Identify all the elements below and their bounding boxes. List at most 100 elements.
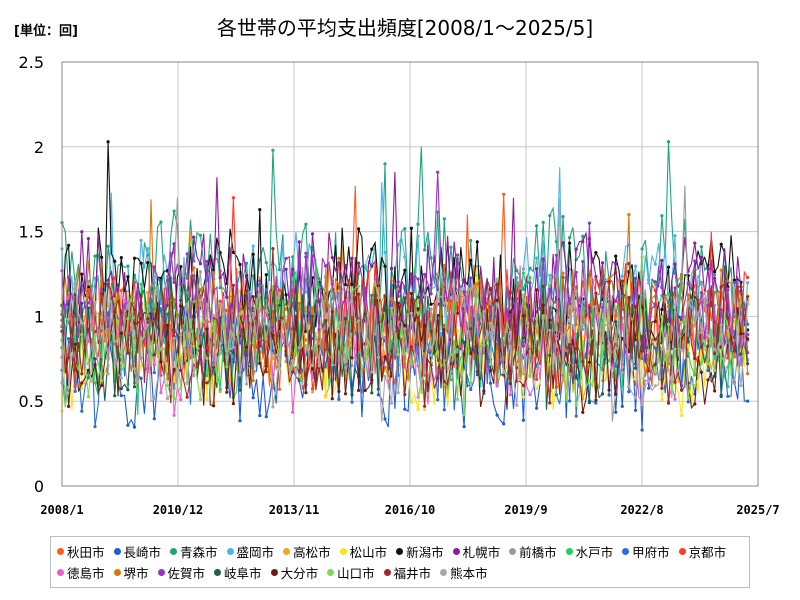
data-point [607, 393, 611, 397]
data-point [330, 397, 334, 401]
data-point [409, 362, 413, 366]
data-point [396, 243, 400, 247]
data-point [403, 327, 407, 331]
data-point [376, 393, 380, 397]
legend-label: 岐阜市 [224, 566, 262, 581]
data-point [528, 319, 532, 323]
data-point [304, 251, 308, 255]
data-point [620, 404, 624, 408]
data-point [508, 332, 512, 336]
data-point [594, 342, 598, 347]
legend-swatch [57, 569, 64, 576]
data-point [614, 392, 618, 396]
data-point [264, 273, 268, 277]
data-point [139, 376, 143, 380]
data-point [633, 377, 638, 381]
data-point [633, 264, 638, 268]
legend-label: 堺市 [123, 566, 149, 581]
data-point [172, 413, 176, 417]
data-point [541, 220, 545, 225]
data-point [416, 408, 420, 412]
data-point [429, 346, 433, 351]
data-point [719, 323, 723, 327]
data-point [528, 281, 532, 285]
data-point [310, 367, 315, 371]
data-point [324, 319, 328, 323]
data-point [357, 292, 361, 296]
data-point [706, 333, 710, 337]
data-point [343, 369, 348, 373]
data-point [614, 320, 618, 324]
data-point [390, 266, 394, 270]
data-point [383, 374, 387, 378]
data-point [350, 282, 354, 286]
data-point [627, 390, 631, 394]
data-point [528, 373, 532, 377]
data-point [699, 370, 704, 374]
data-point [693, 290, 697, 294]
data-point [455, 289, 460, 293]
data-point [383, 355, 387, 359]
data-point [521, 336, 526, 340]
legend-swatch [622, 548, 630, 555]
data-point [119, 331, 123, 335]
data-point [653, 363, 657, 367]
data-point [330, 282, 334, 286]
data-point [390, 401, 394, 405]
data-point [139, 342, 143, 346]
data-point [495, 378, 499, 382]
plot-area [61, 61, 759, 487]
data-point [363, 312, 367, 316]
data-point [409, 345, 413, 349]
data-point [660, 307, 664, 312]
series-福井市 [60, 247, 750, 408]
data-point [653, 372, 657, 376]
data-point [581, 320, 585, 324]
data-point [548, 213, 552, 218]
data-point [528, 393, 532, 397]
data-point [198, 333, 202, 337]
data-point [277, 353, 282, 357]
data-point [449, 352, 453, 356]
data-point [310, 232, 315, 236]
data-point [548, 353, 552, 357]
data-point [600, 355, 605, 359]
data-point [574, 414, 578, 418]
data-point [726, 394, 730, 398]
x-axis-ticks: 2008/1 2010/12 2013/11 2016/10 2019/9 2022/8 2… [40, 503, 779, 517]
data-point [686, 300, 690, 304]
data-point [258, 279, 262, 283]
legend-item: 福井市 [383, 563, 431, 582]
x-tick-label: 2013/11 [269, 503, 320, 517]
data-point [390, 296, 394, 300]
data-point [172, 336, 176, 340]
data-point [653, 346, 657, 350]
data-point [245, 345, 249, 349]
data-point [192, 315, 196, 319]
legend-label: 高松市 [293, 545, 331, 560]
legend-item: 新潟市 [396, 542, 444, 561]
data-point [581, 292, 585, 296]
data-point [607, 388, 611, 392]
data-point [561, 241, 565, 245]
data-point [640, 349, 644, 353]
data-point [403, 393, 407, 397]
data-point [337, 346, 341, 350]
data-point [218, 316, 222, 320]
data-point [390, 339, 394, 343]
data-point [653, 282, 657, 286]
legend-label: 徳島市 [67, 566, 105, 581]
legend-swatch [509, 548, 517, 555]
data-point [693, 402, 697, 406]
data-point [126, 303, 130, 307]
data-point [330, 256, 334, 260]
data-point [310, 314, 315, 318]
data-point [462, 425, 466, 429]
data-point [225, 365, 229, 369]
data-point [693, 373, 697, 377]
data-point [179, 265, 183, 269]
data-point [739, 384, 743, 388]
data-point [132, 256, 137, 260]
data-point [548, 328, 552, 332]
legend-swatch [327, 569, 335, 576]
